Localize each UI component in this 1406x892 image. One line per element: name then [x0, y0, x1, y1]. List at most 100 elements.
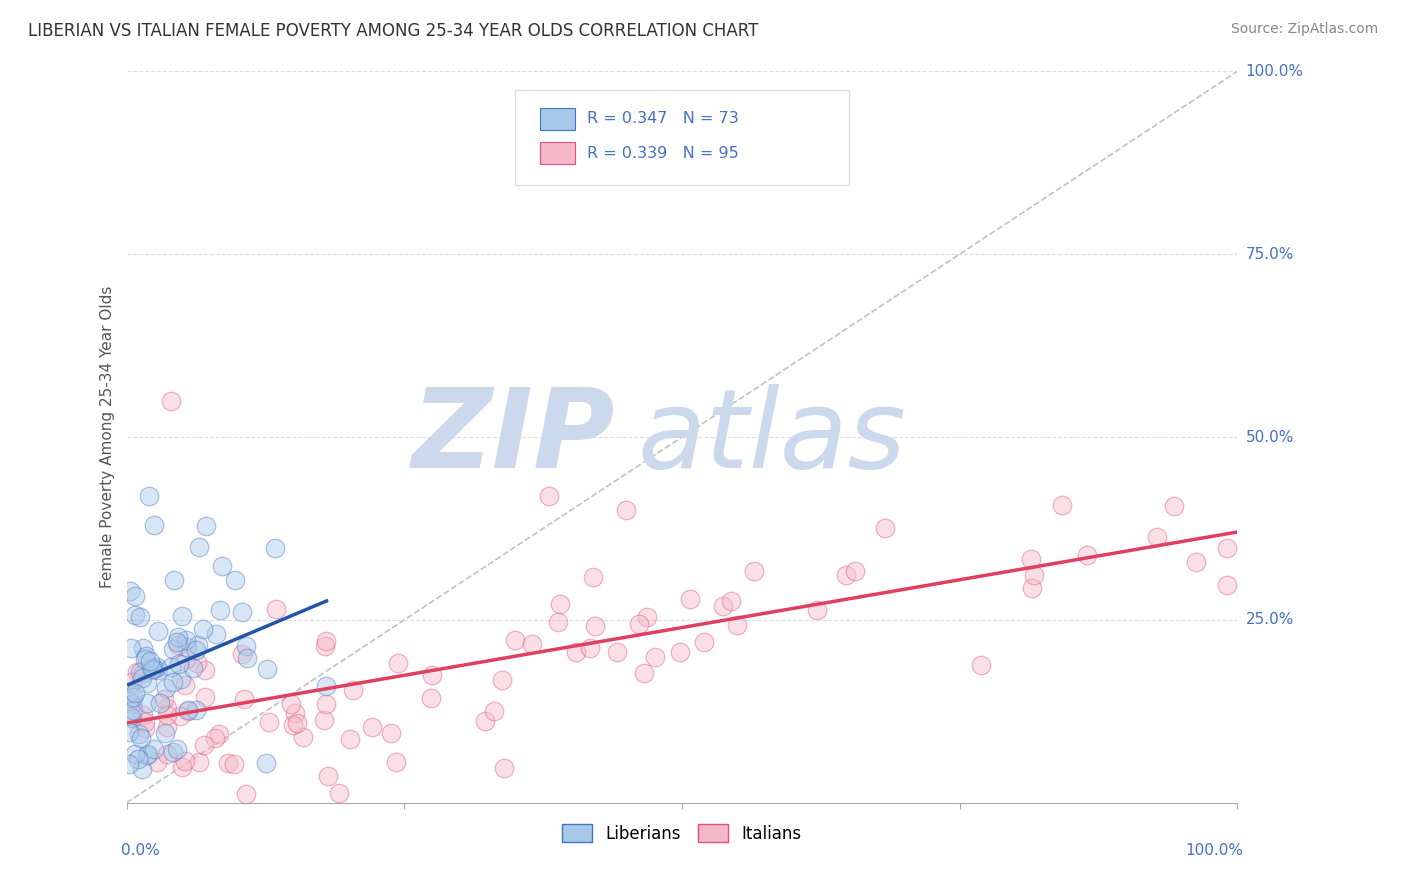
Point — [166, 742, 188, 756]
Point — [315, 679, 337, 693]
Point — [491, 673, 513, 687]
Point — [121, 711, 143, 725]
Point — [186, 703, 208, 717]
Point — [725, 618, 748, 632]
Point — [503, 633, 526, 648]
Point — [128, 610, 150, 624]
Point — [143, 662, 166, 676]
Point — [385, 755, 408, 769]
Point — [176, 640, 198, 654]
Point — [124, 607, 146, 622]
Point — [135, 648, 157, 663]
Point — [205, 627, 228, 641]
Point — [146, 755, 169, 769]
Point — [264, 602, 287, 616]
Point — [148, 663, 170, 677]
Point — [174, 678, 197, 692]
Point — [121, 675, 143, 690]
Point — [122, 690, 145, 705]
Point — [118, 694, 141, 708]
Point — [235, 788, 257, 802]
Point — [125, 665, 148, 680]
Point — [132, 641, 155, 656]
Point — [121, 703, 143, 717]
Point — [806, 603, 828, 617]
Point — [118, 756, 141, 771]
Point — [548, 597, 571, 611]
Text: ZIP: ZIP — [412, 384, 616, 491]
Point — [138, 489, 160, 503]
Point — [166, 634, 188, 648]
Point — [231, 605, 253, 619]
Point — [565, 645, 588, 659]
Point — [474, 714, 496, 729]
Point — [187, 540, 209, 554]
Point — [328, 786, 350, 800]
Point — [135, 696, 157, 710]
Point — [235, 651, 257, 665]
Point — [167, 657, 190, 671]
Text: Source: ZipAtlas.com: Source: ZipAtlas.com — [1230, 22, 1378, 37]
Text: 75.0%: 75.0% — [1246, 247, 1294, 261]
Point — [1216, 578, 1239, 592]
Point — [163, 573, 186, 587]
Point — [1163, 500, 1185, 514]
Point — [121, 697, 143, 711]
Point — [314, 639, 336, 653]
Point — [169, 708, 191, 723]
Text: 100.0%: 100.0% — [1246, 64, 1303, 78]
Point — [124, 747, 146, 761]
Point — [547, 615, 569, 629]
Point — [146, 624, 169, 638]
Point — [124, 686, 146, 700]
Point — [172, 608, 194, 623]
Point — [177, 703, 200, 717]
Point — [120, 584, 142, 599]
Point — [208, 727, 231, 741]
Point — [194, 663, 217, 677]
Point — [578, 641, 600, 656]
Point — [582, 570, 605, 584]
Point — [141, 662, 163, 676]
Point — [844, 564, 866, 578]
Point — [380, 726, 402, 740]
Y-axis label: Female Poverty Among 25-34 Year Olds: Female Poverty Among 25-34 Year Olds — [100, 286, 115, 588]
Point — [146, 659, 169, 673]
Point — [482, 704, 505, 718]
Point — [291, 730, 314, 744]
Point — [204, 731, 226, 746]
Point — [118, 725, 141, 739]
Point — [162, 746, 184, 760]
Point — [141, 660, 163, 674]
Point — [1050, 499, 1073, 513]
Point — [633, 665, 655, 680]
Point — [1076, 548, 1098, 562]
Point — [235, 639, 257, 653]
Point — [668, 645, 690, 659]
Point — [118, 708, 141, 723]
Point — [174, 754, 197, 768]
Point — [224, 573, 246, 587]
Point — [606, 645, 628, 659]
Point — [184, 643, 207, 657]
Point — [131, 672, 153, 686]
Point — [155, 681, 177, 696]
Legend: Liberians, Italians: Liberians, Italians — [555, 818, 808, 849]
Point — [174, 633, 197, 648]
Point — [177, 704, 200, 718]
Text: 0.0%: 0.0% — [121, 843, 160, 858]
Point — [160, 660, 183, 674]
FancyBboxPatch shape — [540, 108, 575, 130]
Point — [422, 668, 444, 682]
Point — [136, 747, 159, 762]
Point — [127, 752, 149, 766]
Point — [136, 676, 159, 690]
Point — [138, 655, 160, 669]
Point — [520, 637, 543, 651]
Text: LIBERIAN VS ITALIAN FEMALE POVERTY AMONG 25-34 YEAR OLDS CORRELATION CHART: LIBERIAN VS ITALIAN FEMALE POVERTY AMONG… — [28, 22, 758, 40]
Point — [169, 672, 191, 686]
Point — [231, 648, 253, 662]
Point — [135, 747, 157, 762]
Point — [875, 521, 897, 535]
Point — [387, 657, 409, 671]
